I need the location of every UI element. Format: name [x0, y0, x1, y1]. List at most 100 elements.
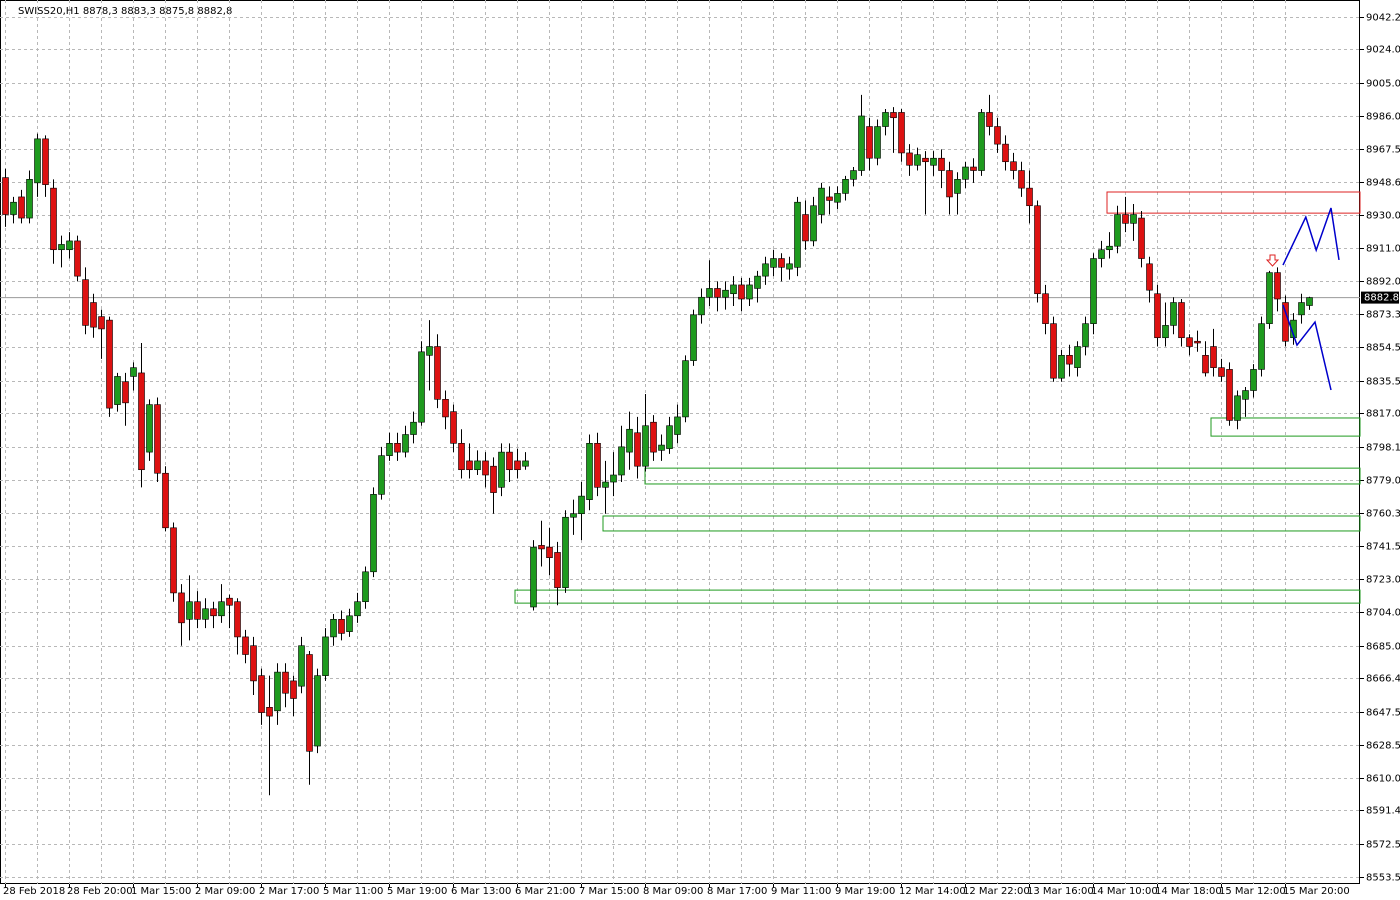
candle-body — [698, 296, 705, 316]
candle-body — [826, 196, 833, 201]
candle-body — [282, 671, 289, 694]
y-tick-label: 9042.2 — [1366, 13, 1400, 24]
candle-body — [922, 157, 929, 163]
candle-body — [170, 527, 177, 594]
candle-body — [274, 671, 281, 712]
candle-body — [898, 112, 905, 154]
candle-body — [2, 177, 9, 215]
candle-body — [1042, 293, 1049, 324]
candle-body — [530, 546, 537, 608]
y-tick-label: 8760.3 — [1366, 509, 1400, 520]
zone — [602, 515, 1361, 532]
y-tick-label: 8930.0 — [1366, 211, 1400, 222]
candle-body — [1010, 161, 1017, 171]
candle-body — [522, 460, 529, 467]
candle-body — [954, 179, 961, 194]
candle-body — [18, 196, 25, 219]
candle-body — [586, 443, 593, 500]
candle-body — [50, 187, 57, 251]
candle-body — [26, 179, 33, 219]
y-tick-label: 8817.0 — [1366, 409, 1400, 420]
candle-body — [354, 601, 361, 617]
zone — [644, 467, 1361, 485]
candle-body — [90, 302, 97, 328]
candle-body — [98, 316, 105, 330]
y-tick-label: 8685.0 — [1366, 642, 1400, 653]
candle-body — [1266, 272, 1273, 324]
candle-body — [610, 474, 617, 483]
candle-body — [1234, 395, 1241, 421]
candle-body — [186, 601, 193, 620]
candle-body — [202, 608, 209, 620]
candle-body — [850, 170, 857, 180]
y-tick-label: 8704.0 — [1366, 608, 1400, 619]
y-tick-label: 8798.1 — [1366, 443, 1400, 454]
candle-body — [378, 455, 385, 495]
x-tick-label: 15 Mar 20:00 — [1283, 886, 1350, 897]
candle-body — [1082, 323, 1089, 347]
candle-body — [962, 166, 969, 180]
candle-body — [114, 376, 121, 405]
candle-body — [1162, 325, 1169, 339]
candle-body — [234, 601, 241, 638]
candle-body — [810, 205, 817, 242]
candle-body — [370, 494, 377, 573]
candle-body — [322, 636, 329, 676]
candle-body — [1130, 214, 1137, 224]
candle-body — [1170, 302, 1177, 326]
candle-body — [626, 428, 633, 453]
candle-body — [210, 608, 217, 617]
x-tick-label: 28 Feb 2018 — [3, 886, 65, 897]
x-tick-label: 2 Mar 09:00 — [195, 886, 255, 897]
candle-body — [1218, 367, 1225, 377]
y-tick-label: 8572.5 — [1366, 840, 1400, 851]
candle-body — [674, 416, 681, 435]
candle-body — [970, 166, 977, 171]
x-tick-label: 9 Mar 19:00 — [835, 886, 895, 897]
candle-body — [10, 201, 17, 215]
x-tick-label: 14 Mar 10:00 — [1091, 886, 1158, 897]
candle-body — [1002, 143, 1009, 163]
projection-line — [1282, 304, 1332, 391]
candle-body — [154, 404, 161, 474]
candle-body — [818, 187, 825, 215]
y-tick-label: 8610.0 — [1366, 774, 1400, 785]
candle-body — [386, 443, 393, 456]
x-tick-label: 9 Mar 11:00 — [771, 886, 831, 897]
candle-body — [106, 319, 113, 409]
candle-body — [1050, 323, 1057, 379]
candle-body — [418, 351, 425, 423]
y-tick-label: 8873.3 — [1366, 310, 1400, 321]
candle-body — [1250, 369, 1257, 391]
candle-body — [1242, 390, 1249, 400]
candle-body — [554, 552, 561, 588]
candle-body — [514, 460, 521, 471]
candle-body — [938, 157, 945, 171]
candle-body — [1026, 187, 1033, 207]
candle-body — [594, 443, 601, 488]
candle-body — [738, 284, 745, 300]
candle-body — [1290, 319, 1297, 339]
zone — [1210, 417, 1361, 437]
candle-body — [682, 360, 689, 418]
candle-body — [786, 263, 793, 270]
y-tick-label: 8986.0 — [1366, 112, 1400, 123]
candle-body — [34, 138, 41, 184]
candle-body — [802, 214, 809, 242]
candle-body — [362, 571, 369, 603]
candle-body — [490, 465, 497, 493]
candle-body — [1178, 302, 1185, 339]
candle-body — [834, 193, 841, 203]
candle-body — [1258, 323, 1265, 370]
x-tick-label: 6 Mar 13:00 — [451, 886, 511, 897]
y-tick-label: 8779.0 — [1366, 476, 1400, 487]
candle-body — [650, 421, 657, 453]
candle-body — [778, 258, 785, 268]
candle-body — [1298, 302, 1305, 316]
y-tick-label: 8741.5 — [1366, 542, 1400, 553]
candle-body — [138, 372, 145, 471]
candle-body — [978, 112, 985, 171]
candle-body — [722, 289, 729, 298]
candle-body — [74, 240, 81, 277]
